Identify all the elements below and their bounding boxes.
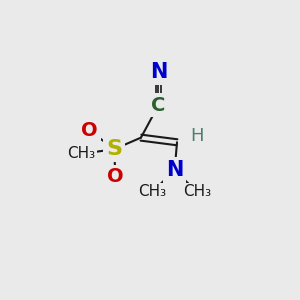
Text: CH₃: CH₃	[183, 184, 211, 200]
Text: H: H	[190, 128, 203, 146]
Text: O: O	[82, 121, 98, 140]
Text: C: C	[151, 96, 166, 115]
Text: N: N	[150, 62, 167, 82]
Text: S: S	[106, 139, 122, 159]
Text: O: O	[107, 167, 124, 186]
Text: CH₃: CH₃	[68, 146, 96, 161]
Text: CH₃: CH₃	[139, 184, 167, 200]
Text: N: N	[166, 160, 183, 180]
